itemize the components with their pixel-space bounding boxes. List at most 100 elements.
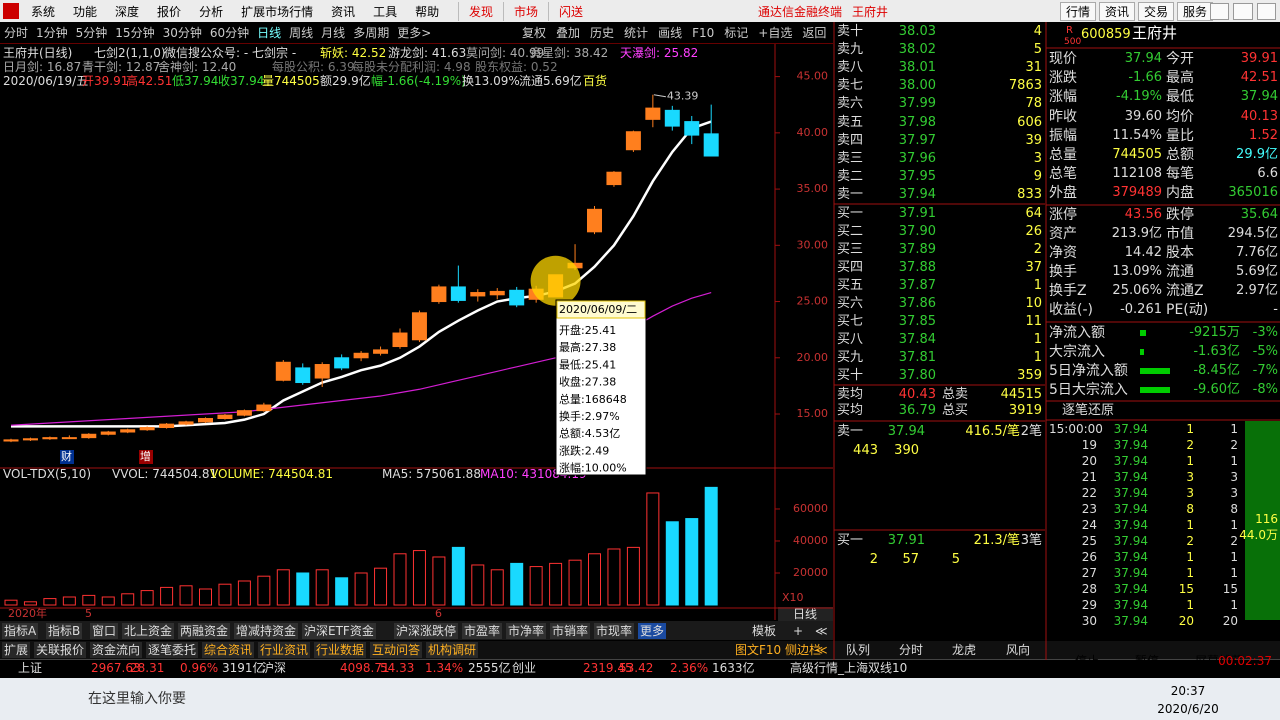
capture-control[interactable]: 停止 <box>1075 654 1100 668</box>
tab[interactable]: 互动问答 <box>370 642 423 658</box>
tab[interactable]: 机构调研 <box>426 642 479 658</box>
menu-hot-item[interactable]: 发现 <box>458 1 503 21</box>
tool-button[interactable]: 画线 <box>658 26 683 40</box>
tool-button[interactable]: 历史 <box>590 26 615 40</box>
index-bar <box>0 659 1280 678</box>
tool-button[interactable]: 叠加 <box>556 26 581 40</box>
tool-button[interactable]: 复权 <box>522 26 547 40</box>
tab[interactable]: 沪深ETF资金 <box>302 623 376 639</box>
menu-right-button[interactable]: 资讯 <box>1099 1 1136 21</box>
period-button[interactable]: 周线 <box>289 26 314 40</box>
ask-volume: 9 <box>1033 168 1042 184</box>
bid-volume: 10 <box>1025 296 1042 311</box>
volume-bar <box>432 556 446 606</box>
tab[interactable]: 北上资金 <box>122 623 175 639</box>
candle-body <box>470 292 486 297</box>
period-button[interactable]: 30分钟 <box>162 26 202 40</box>
flow-bar <box>1140 349 1144 355</box>
menu-right-button[interactable]: 服务 <box>1177 1 1214 21</box>
menu-item[interactable]: 资讯 <box>331 4 356 19</box>
tab[interactable]: 资金流向 <box>90 642 143 658</box>
menu-right-button[interactable]: 交易 <box>1138 1 1175 21</box>
tool-button[interactable]: F10 <box>692 25 715 40</box>
bar-info: 高42.51 <box>126 74 173 88</box>
menu-hot-item[interactable]: 闪送 <box>548 1 593 21</box>
period-button[interactable]: 5分钟 <box>75 26 108 40</box>
period-button[interactable]: 更多> <box>397 26 432 40</box>
period-button[interactable]: 日线 <box>257 26 282 40</box>
menu-item[interactable]: 功能 <box>73 4 98 19</box>
tab[interactable]: 窗口 <box>90 623 119 639</box>
quote-value: 39.60 <box>1124 108 1162 124</box>
candle-body <box>625 131 641 151</box>
tab[interactable]: 两融资金 <box>178 623 231 639</box>
tab[interactable]: 市销率 <box>550 623 591 639</box>
tab[interactable]: 扩展 <box>2 642 31 658</box>
volume-bar <box>276 569 290 606</box>
tab[interactable]: 增减持资金 <box>234 623 299 639</box>
period-button[interactable]: 月线 <box>321 26 346 40</box>
quote-value: 40.13 <box>1240 108 1278 124</box>
menu-right-button[interactable]: 行情 <box>1060 1 1097 21</box>
y-tick-label: 45.00 <box>797 70 829 83</box>
period-button[interactable]: 1分钟 <box>36 26 68 40</box>
tab[interactable]: 综合资讯 <box>202 642 255 658</box>
summary-value: 40.43 <box>898 387 936 402</box>
tool-button[interactable]: +自选 <box>758 26 793 40</box>
period-buttons: 分时 1分钟 5分钟 15分钟 30分钟 60分钟 日线 周线 月线 多周期 更多> <box>4 22 431 43</box>
tab[interactable]: 市盈率 <box>462 623 503 639</box>
capture-control[interactable]: 暂停 <box>1135 654 1160 668</box>
tab[interactable]: 指标B <box>46 623 83 639</box>
menu-hot-item[interactable]: 市场 <box>503 1 548 21</box>
menu-item[interactable]: 深度 <box>115 4 140 19</box>
quote-value: 7.76亿 <box>1236 245 1278 260</box>
close-button[interactable] <box>1256 3 1276 20</box>
menu-item[interactable]: 帮助 <box>415 4 440 19</box>
period-button[interactable]: 分时 <box>4 26 29 40</box>
tab[interactable]: 市净率 <box>506 623 547 639</box>
bid-volume: 1 <box>1033 278 1042 293</box>
candle-body <box>178 421 194 425</box>
tab[interactable]: 指标A <box>2 623 39 639</box>
tab[interactable]: 行业资讯 <box>258 642 311 658</box>
tab[interactable]: 行业数据 <box>314 642 367 658</box>
tab[interactable]: 更多 <box>638 623 667 639</box>
indicator-value: 王府井(日线) <box>3 46 73 60</box>
event-marker-bg <box>60 450 74 464</box>
menu-item[interactable]: 工具 <box>373 4 398 19</box>
menu-item[interactable]: 报价 <box>157 4 182 19</box>
tick-count: 2 <box>1230 438 1238 452</box>
quote-value: 29.9亿 <box>1236 147 1278 162</box>
volume-bar <box>451 546 465 606</box>
tab[interactable]: 市现率 <box>594 623 635 639</box>
period-button[interactable]: 15分钟 <box>115 26 155 40</box>
volume-bar <box>471 564 485 606</box>
tab[interactable]: 沪深涨跌停 <box>394 623 459 639</box>
menu-item[interactable]: 分析 <box>199 4 224 19</box>
quote-value: -1.66 <box>1128 70 1162 86</box>
tool-button[interactable]: 返回 <box>802 26 827 40</box>
bid-price: 37.90 <box>898 224 936 239</box>
indicator-value: 每股公积: 6.39 <box>272 60 355 74</box>
bid-volume: 11 <box>1025 314 1042 329</box>
tick-count: 2 <box>1230 534 1238 548</box>
ask-volume: 833 <box>1017 186 1042 202</box>
period-button[interactable]: 多周期 <box>353 26 390 40</box>
volume-scale-label: X10 <box>782 591 804 604</box>
minimize-button[interactable] <box>1210 3 1230 20</box>
tool-button[interactable]: 标记 <box>724 26 749 40</box>
menu-item[interactable]: 扩展市场行情 <box>241 4 314 19</box>
menu-item[interactable]: 系统 <box>31 4 56 19</box>
queue-volume: 2 <box>869 552 878 567</box>
tab[interactable]: 关联报价 <box>34 642 87 658</box>
quote-label: 均价 <box>1166 108 1194 125</box>
quote-value: 294.5亿 <box>1227 226 1278 241</box>
tab[interactable]: 逐笔委托 <box>146 642 199 658</box>
period-button[interactable]: 60分钟 <box>209 26 250 40</box>
tool-button[interactable]: 统计 <box>624 26 649 40</box>
capture-control[interactable]: 屏幕捕获 <box>1195 654 1244 668</box>
tick-side-box <box>1245 421 1280 620</box>
flow-bar <box>1140 368 1170 374</box>
index-value: 上证 <box>18 661 43 675</box>
maximize-button[interactable] <box>1233 3 1253 20</box>
